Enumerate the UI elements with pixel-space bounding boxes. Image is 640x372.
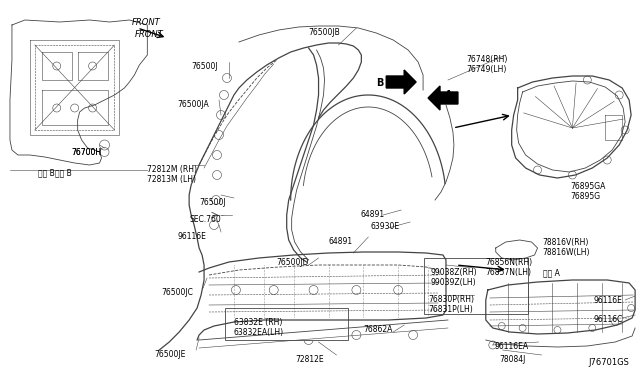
Text: 76700H: 76700H (72, 148, 102, 157)
Text: 64891: 64891 (360, 210, 385, 219)
Text: 76749(LH): 76749(LH) (466, 65, 506, 74)
Text: SEC.760: SEC.760 (189, 215, 221, 224)
Text: 矢頂 B: 矢頂 B (38, 168, 54, 177)
Text: 76831P(LH): 76831P(LH) (428, 305, 473, 314)
Text: 78816V(RH): 78816V(RH) (543, 238, 589, 247)
Text: 76857N(LH): 76857N(LH) (486, 268, 532, 277)
Text: 63832EA(LH): 63832EA(LH) (234, 328, 284, 337)
Text: 72812M (RH): 72812M (RH) (147, 165, 197, 174)
Text: A: A (445, 90, 452, 100)
Text: FRONT: FRONT (134, 30, 163, 39)
Text: 72813M (LH): 72813M (LH) (147, 175, 196, 184)
Text: J76701GS: J76701GS (588, 358, 629, 367)
Text: 63832E (RH): 63832E (RH) (234, 318, 282, 327)
Text: 96116E: 96116E (593, 296, 622, 305)
FancyBboxPatch shape (424, 258, 527, 314)
Polygon shape (428, 86, 458, 110)
Text: 76856N(RH): 76856N(RH) (486, 258, 533, 267)
Text: 76830P(RH): 76830P(RH) (428, 295, 474, 304)
Text: 76895G: 76895G (570, 192, 600, 201)
Text: 76500J: 76500J (191, 62, 218, 71)
Text: FRONT: FRONT (131, 18, 160, 27)
Text: 矢印 B: 矢印 B (55, 168, 72, 177)
Text: 76862A: 76862A (364, 325, 393, 334)
Text: 64891: 64891 (328, 237, 353, 246)
Text: 96116E: 96116E (177, 232, 206, 241)
Text: B: B (376, 78, 383, 88)
Text: 72812E: 72812E (296, 355, 324, 364)
Text: 63930E: 63930E (371, 222, 399, 231)
Text: 99038Z(RH): 99038Z(RH) (430, 268, 477, 277)
Text: 76748(RH): 76748(RH) (466, 55, 508, 64)
Text: 96116EA: 96116EA (495, 342, 529, 351)
Text: 78816W(LH): 78816W(LH) (543, 248, 590, 257)
Polygon shape (387, 70, 416, 94)
Text: 76500J: 76500J (199, 198, 226, 207)
Text: 76500JB: 76500JB (308, 28, 340, 37)
Text: 99039Z(LH): 99039Z(LH) (430, 278, 476, 287)
Text: 76500JC: 76500JC (161, 288, 193, 297)
Text: 96116C: 96116C (593, 315, 623, 324)
Text: 76500JD: 76500JD (276, 258, 309, 267)
Text: 76500JA: 76500JA (177, 100, 209, 109)
Text: 矢印 A: 矢印 A (543, 268, 559, 277)
Text: 76500JE: 76500JE (154, 350, 186, 359)
Text: 76895GA: 76895GA (570, 182, 606, 191)
Text: 76700H: 76700H (72, 148, 102, 157)
FancyBboxPatch shape (225, 308, 348, 340)
Text: 78084J: 78084J (500, 355, 526, 364)
